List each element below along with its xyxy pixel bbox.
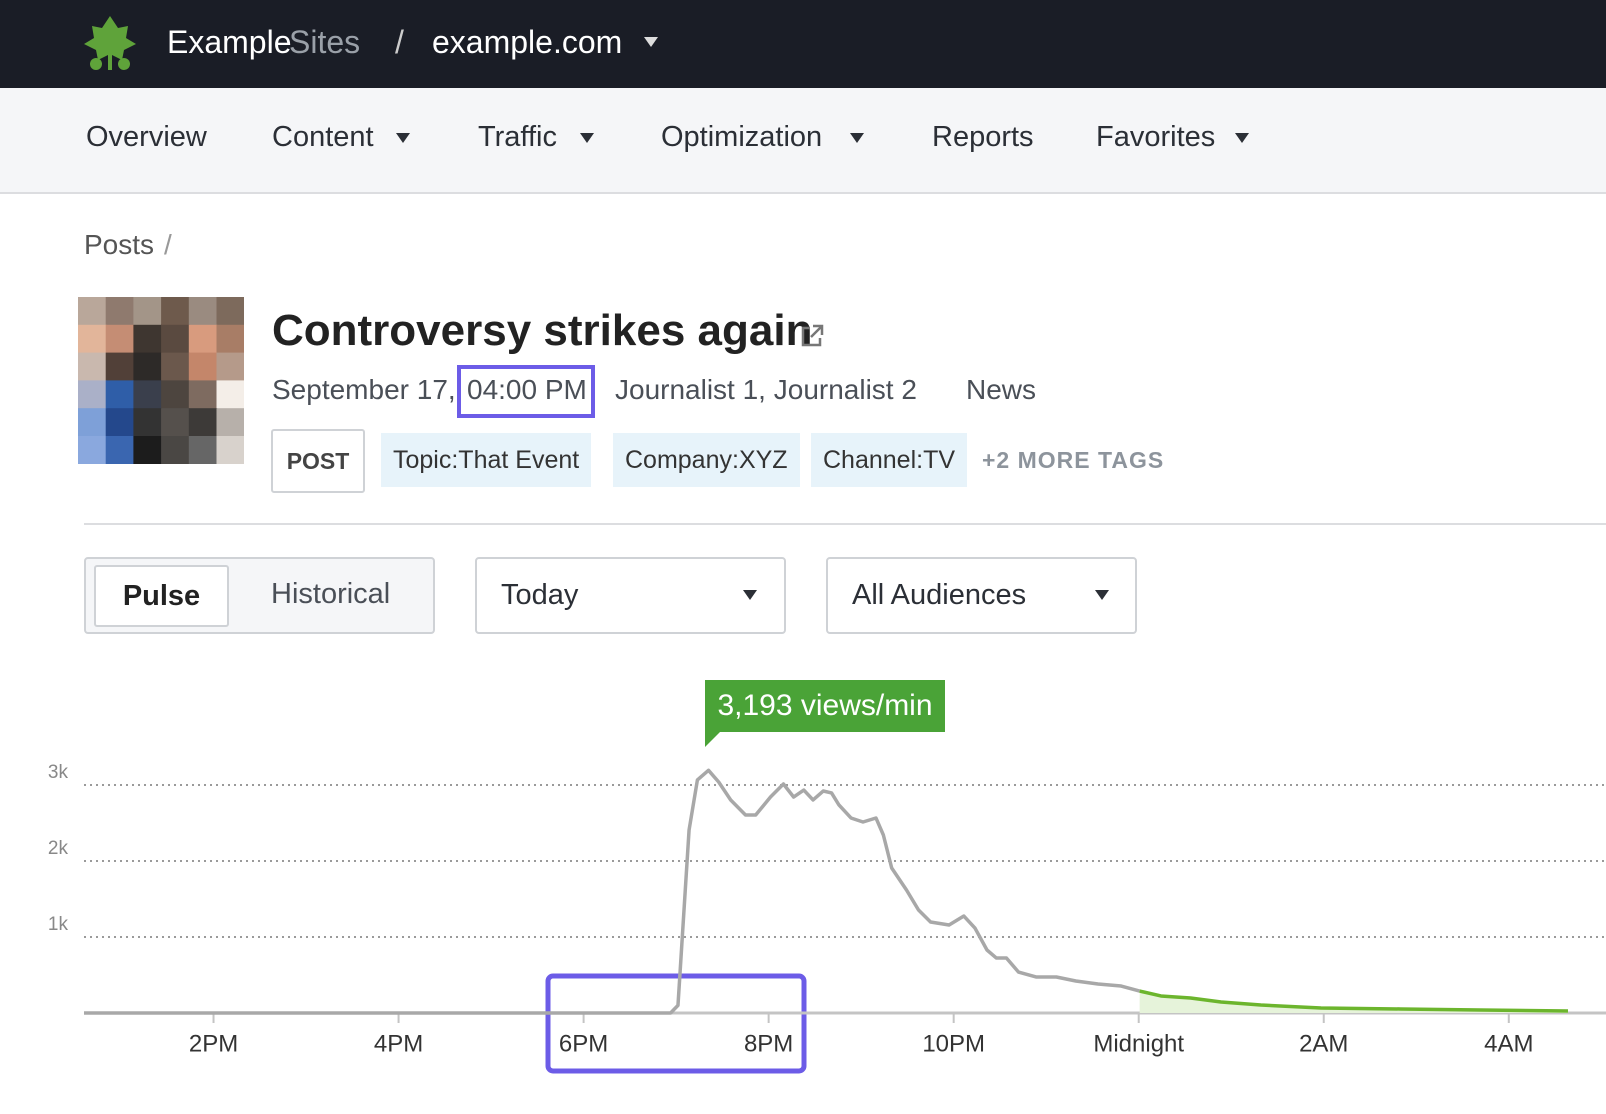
thumbnail-pixel — [105, 380, 135, 409]
y-tick-label: 1k — [48, 914, 69, 935]
thumbnail-pixel — [161, 408, 190, 437]
thumbnail-pixel — [78, 380, 107, 409]
period-select[interactable]: Today — [475, 557, 786, 634]
thumbnail-pixel — [216, 380, 244, 409]
x-tick-label: 4AM — [1484, 1030, 1533, 1057]
mode-button-active[interactable]: Pulse — [94, 565, 229, 627]
post-date: September 17, — [272, 374, 456, 405]
x-tick-label: 8PM — [744, 1030, 793, 1057]
thumbnail-pixel — [133, 352, 162, 382]
site-name[interactable]: example.com — [432, 24, 623, 60]
line — [1139, 989, 1569, 1013]
brand-suffix[interactable]: Sites — [289, 24, 361, 60]
more-tags[interactable]: +2 MORE TAGS — [982, 447, 1165, 473]
thumbnail-pixel — [105, 408, 135, 437]
thumbnail-pixel — [161, 297, 190, 326]
y-tick-label: 3k — [48, 762, 69, 783]
x-tick-label: Midnight — [1093, 1030, 1184, 1057]
top-bar: Example Sites / example.com — [0, 0, 1606, 88]
x-tick-label: 2AM — [1299, 1030, 1348, 1057]
thumbnail-pixel — [133, 324, 162, 354]
nav-caret[interactable] — [850, 133, 864, 143]
x-tick-label: 6PM — [559, 1030, 608, 1057]
breadcrumb[interactable]: Posts — [84, 229, 155, 260]
thumbnail-pixel — [216, 436, 244, 464]
tag[interactable]: Topic:That Event — [381, 433, 592, 487]
thumbnail-pixel — [78, 324, 107, 354]
thumbnail-pixel — [105, 436, 135, 464]
thumbnail-pixel — [133, 436, 162, 464]
external-link-icon[interactable] — [799, 323, 825, 349]
thumbnail-pixel — [161, 436, 190, 464]
audience-value: All Audiences — [852, 579, 1027, 611]
x-tick-label: 10PM — [922, 1030, 985, 1057]
thumbnail-pixel — [133, 380, 162, 409]
separator: / — [395, 24, 404, 60]
thumbnail-pixel — [161, 380, 190, 409]
nav-item[interactable]: Overview — [86, 121, 207, 153]
thumbnail-pixel — [78, 408, 107, 437]
thumbnail-pixel — [161, 352, 190, 382]
thumbnail-pixel — [105, 324, 135, 354]
annotation: 3,193 views/min — [717, 689, 932, 722]
thumbnail-pixel — [133, 408, 162, 437]
thumbnail-pixel — [188, 324, 218, 354]
thumbnail-pixel — [188, 436, 218, 464]
thumbnail-pixel — [216, 324, 244, 354]
brand[interactable]: Example — [167, 24, 292, 60]
highlight-box — [457, 365, 595, 418]
post-time: 04:00 PM — [467, 374, 587, 405]
thumbnail — [78, 297, 244, 464]
thumbnail-pixel — [105, 297, 135, 326]
nav-item[interactable]: Optimization — [661, 121, 823, 153]
nav-item[interactable]: Traffic — [478, 121, 557, 153]
thumbnail-pixel — [133, 297, 162, 326]
thumbnail-pixel — [78, 297, 107, 326]
annotation-callout — [705, 680, 945, 747]
thumbnail-pixel — [188, 408, 218, 437]
x-tick-label: 4PM — [374, 1030, 423, 1057]
thumbnail-pixel — [78, 436, 107, 464]
breadcrumb-separator: / — [164, 229, 172, 260]
area — [1139, 991, 1568, 1013]
post-title: Controversy strikes again — [272, 306, 813, 355]
nav-bar — [0, 88, 1606, 194]
y-tick-label: 2k — [48, 838, 69, 859]
thumbnail-pixel — [216, 352, 244, 382]
thumbnail-pixel — [216, 297, 244, 326]
post-section: News — [966, 374, 1037, 405]
highlight-box — [545, 973, 807, 1074]
thumbnail-pixel — [78, 352, 107, 382]
thumbnail-pixel — [188, 352, 218, 382]
thumbnail-pixel — [216, 408, 244, 437]
select-caret[interactable] — [743, 590, 757, 600]
tag[interactable]: Channel:TV — [811, 433, 968, 487]
tag[interactable]: Company:XYZ — [613, 433, 800, 487]
nav-caret[interactable] — [396, 133, 410, 143]
logo[interactable] — [82, 14, 138, 72]
nav-caret[interactable] — [580, 133, 594, 143]
mode-button[interactable]: Historical — [271, 578, 391, 610]
audience-select[interactable]: All Audiences — [826, 557, 1137, 634]
nav-item[interactable]: Favorites — [1096, 121, 1216, 153]
nav-item[interactable]: Content — [272, 121, 374, 153]
line — [84, 768, 1141, 1015]
post-type: POST — [271, 429, 365, 493]
nav-item[interactable]: Reports — [932, 121, 1034, 153]
thumbnail-pixel — [105, 352, 135, 382]
post-authors: Journalist 1, Journalist 2 — [615, 374, 917, 405]
thumbnail-pixel — [188, 380, 218, 409]
period-value: Today — [501, 579, 579, 611]
x-tick-label: 2PM — [189, 1030, 238, 1057]
select-caret[interactable] — [1095, 590, 1109, 600]
nav-caret[interactable] — [1235, 133, 1249, 143]
thumbnail-pixel — [161, 324, 190, 354]
divider — [84, 523, 1606, 525]
thumbnail-pixel — [188, 297, 218, 326]
site-caret[interactable] — [644, 37, 658, 47]
